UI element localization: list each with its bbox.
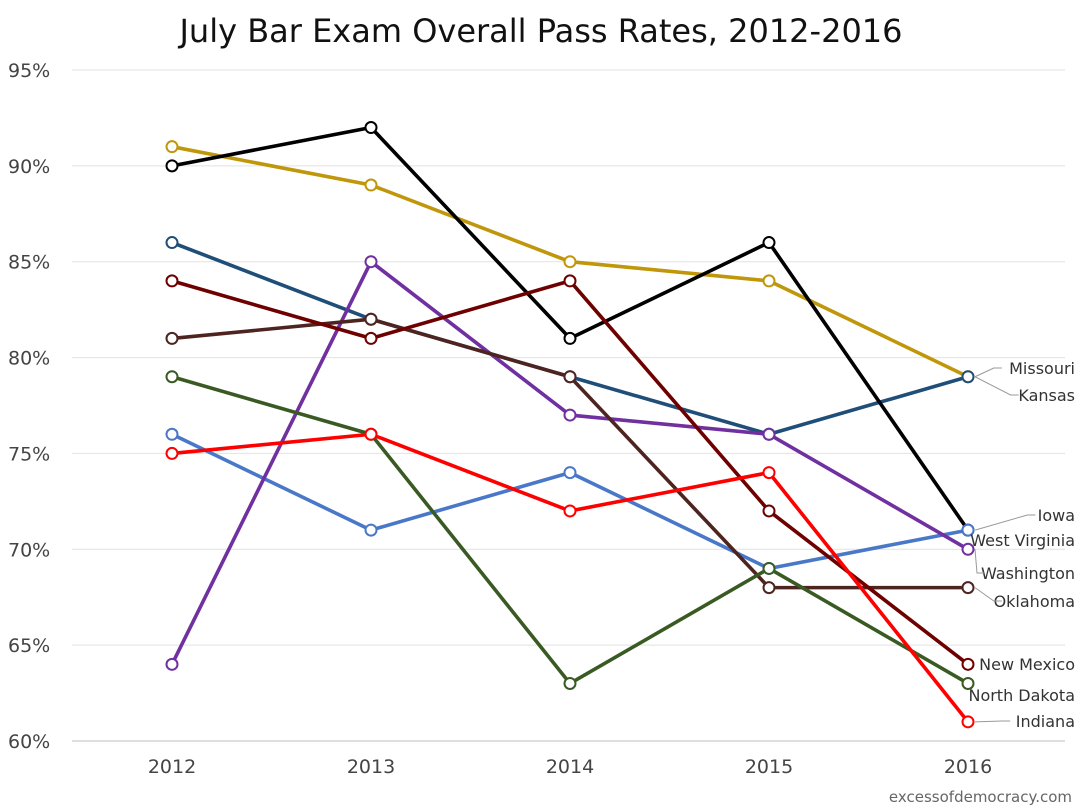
x-tick-label: 2016 — [944, 756, 992, 778]
label-leader-line — [974, 367, 1002, 378]
data-point — [961, 676, 975, 690]
data-point — [165, 446, 179, 460]
label-leader-line — [974, 514, 1036, 531]
label-leader-line — [974, 587, 1002, 602]
y-tick-label: 80% — [8, 348, 50, 370]
series-label: North Dakota — [968, 686, 1075, 705]
data-point — [563, 331, 577, 345]
y-tick-label: 75% — [8, 443, 50, 465]
label-leader-line — [974, 549, 985, 574]
label-leader-line — [974, 376, 1019, 396]
data-point — [563, 676, 577, 690]
data-point — [364, 255, 378, 269]
data-point — [563, 466, 577, 480]
data-point — [961, 715, 975, 729]
data-point — [165, 236, 179, 250]
data-point — [165, 331, 179, 345]
x-tick-label: 2013 — [347, 756, 395, 778]
data-point — [762, 427, 776, 441]
data-point — [165, 427, 179, 441]
data-point — [364, 427, 378, 441]
series-markers — [165, 121, 975, 729]
series-label: Kansas — [1018, 386, 1075, 405]
y-tick-label: 65% — [8, 635, 50, 657]
chart-title: July Bar Exam Overall Pass Rates, 2012-2… — [177, 12, 902, 50]
data-point — [563, 504, 577, 518]
data-point — [165, 274, 179, 288]
data-point — [364, 523, 378, 537]
series-label: West Virginia — [970, 531, 1075, 550]
y-tick-label: 85% — [8, 252, 50, 274]
data-point — [961, 542, 975, 556]
series-label: Oklahoma — [994, 592, 1075, 611]
x-tick-label: 2014 — [546, 756, 594, 778]
data-point — [563, 408, 577, 422]
series-label: New Mexico — [979, 655, 1075, 674]
series-label: Iowa — [1038, 506, 1075, 525]
data-point — [364, 178, 378, 192]
data-point — [762, 581, 776, 595]
data-point — [762, 274, 776, 288]
data-point — [364, 121, 378, 135]
data-point — [961, 370, 975, 384]
y-tick-label: 90% — [8, 156, 50, 178]
data-point — [961, 657, 975, 671]
data-point — [961, 581, 975, 595]
y-axis-ticks: 60% 65% 70% 75% 80% 85% 90% 95% — [8, 60, 50, 753]
data-point — [165, 159, 179, 173]
label-leader-line — [974, 720, 1011, 723]
x-tick-label: 2012 — [148, 756, 196, 778]
source-credit: excessofdemocracy.com — [889, 788, 1072, 806]
series-labels: Missouri Kansas Iowa West Virginia Washingto… — [968, 359, 1075, 731]
series-lines — [170, 125, 970, 724]
series-label: Washington — [981, 564, 1075, 583]
data-point — [165, 140, 179, 154]
data-point — [961, 523, 975, 537]
y-tick-label: 60% — [8, 731, 50, 753]
data-point — [165, 370, 179, 384]
series-label: Indiana — [1016, 712, 1075, 731]
data-point — [563, 370, 577, 384]
data-point — [762, 561, 776, 575]
data-point — [563, 255, 577, 269]
data-point — [762, 504, 776, 518]
data-point — [165, 657, 179, 671]
gridlines — [72, 69, 1065, 742]
series-label: Missouri — [1009, 359, 1075, 378]
y-tick-label: 95% — [8, 60, 50, 82]
data-point — [762, 466, 776, 480]
data-point — [762, 236, 776, 250]
y-tick-label: 70% — [8, 539, 50, 561]
series-line — [170, 259, 970, 667]
x-axis-ticks: 2012 2013 2014 2015 2016 — [148, 756, 992, 778]
data-point — [364, 312, 378, 326]
series-line — [170, 432, 970, 571]
data-point — [563, 274, 577, 288]
x-tick-label: 2015 — [745, 756, 793, 778]
data-point — [364, 331, 378, 345]
